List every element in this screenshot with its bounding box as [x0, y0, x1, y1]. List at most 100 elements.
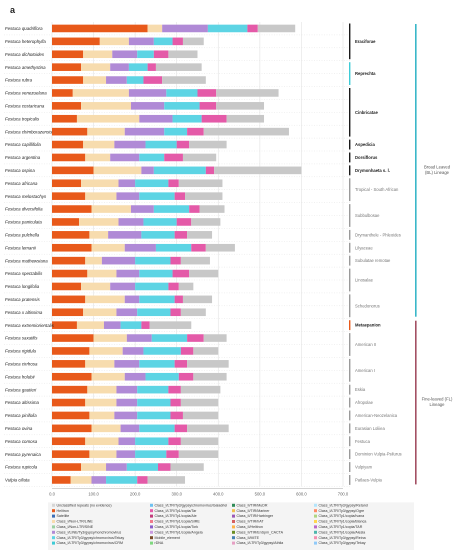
legend-swatch [150, 541, 153, 545]
bar-segment [187, 334, 204, 342]
clade-label: Dominion Vulpia-Psilurus [355, 452, 402, 457]
bar-segment [149, 321, 192, 329]
species-label: Festuca amethystina [5, 65, 46, 70]
bar-segment [52, 153, 86, 162]
bar-segment [83, 50, 113, 59]
clade-label: Eskia [355, 387, 366, 392]
bar-segment [101, 256, 136, 265]
clade-label: American I [355, 368, 375, 373]
x-tick-label: 0.0 [49, 491, 55, 496]
bar-segment [182, 295, 213, 304]
bar-segment [106, 76, 127, 84]
bar-segment [137, 476, 148, 484]
bar-segment [197, 89, 217, 97]
legend-swatch [314, 514, 317, 518]
legend-swatch [232, 525, 235, 529]
bar-segment [139, 360, 175, 368]
species-label: Festuca paniculata [5, 220, 42, 225]
species-label: Festuca africana [5, 181, 38, 186]
bar-segment [70, 476, 92, 484]
bar-segment [52, 308, 84, 317]
bar-segment [168, 50, 198, 59]
legend-label: Class_I/LTR/Ty3/gypsy/Reina [319, 536, 366, 540]
bar-segment [176, 140, 190, 149]
clade-label: Drymanthele - Phleoides [355, 232, 401, 237]
species-label: Festuca venezuelana [5, 91, 47, 96]
bar-segment [110, 282, 136, 291]
bar-segment [85, 256, 102, 265]
clade-label: Tropical - South African [355, 187, 399, 192]
species-label: Festuca quadriflora [5, 26, 43, 31]
bar-segment [141, 321, 150, 329]
bar-segment [182, 411, 219, 420]
bar-segment [128, 63, 148, 71]
bar-segment [207, 24, 248, 33]
legend-label: Class_II/TIR/EnSpm_CACTA [237, 530, 284, 534]
bar-segment [172, 269, 190, 278]
bar-row [52, 37, 204, 46]
bar-row [52, 308, 206, 317]
bar-segment [52, 218, 80, 226]
bar-segment [199, 205, 225, 213]
bar-segment [193, 347, 219, 355]
bar-segment [135, 282, 169, 291]
bar-segment [116, 308, 138, 317]
clade-label: Patlaes-Vulpia [355, 477, 383, 482]
bar-segment [139, 424, 175, 433]
bar-segment [203, 127, 289, 136]
clade-bracket [349, 204, 351, 227]
legend-label: Class_I/LINE/Ty3/gypsy/nonchromovirus [57, 530, 122, 534]
species-label: Festuca dichotoides [5, 52, 45, 57]
bar-segment [199, 102, 217, 110]
clade-label: Eurasian Loliiea [355, 426, 385, 431]
legend-swatch [314, 536, 317, 540]
legend-label: Class_I/LTR/Ty3/gypsy/Retand [319, 503, 368, 507]
legend-label: Class_I/LTR/Ty3/gypsy/chromovirus/Tekay [57, 536, 125, 540]
bar-segment [180, 347, 194, 355]
bar-segment [191, 218, 221, 226]
legend-label: Class_I/LTR/Ty1/copia/Bianca [319, 520, 367, 524]
clade-bracket [349, 475, 351, 485]
bar-segment [52, 127, 88, 136]
legend-swatch [314, 530, 317, 534]
bar-segment [81, 463, 107, 471]
bar-segment [158, 463, 171, 471]
bar-segment [141, 231, 175, 239]
bar-segment [52, 140, 84, 149]
bar-segment [174, 295, 183, 304]
legend-label: Unclassified repeats (no evidence) [57, 503, 112, 507]
bar-segment [103, 321, 121, 329]
legend-swatch [150, 536, 153, 540]
bar-segment [91, 476, 107, 484]
legend-swatch [232, 514, 235, 518]
bar-row [52, 243, 235, 252]
bar-segment [52, 321, 77, 329]
bar-segment [189, 269, 219, 278]
species-label: Festuca lemanii [5, 245, 37, 250]
species-label: Festuca melostachys [5, 194, 47, 199]
bar-segment [143, 218, 177, 226]
clade-bracket [349, 320, 351, 331]
x-tick-label: 500.0 [255, 491, 266, 496]
bar-segment [147, 24, 163, 33]
bar-segment [87, 385, 117, 394]
bar-segment [91, 372, 125, 381]
panel-label: a [10, 5, 16, 15]
bar-segment [122, 347, 144, 355]
bar-segment [153, 37, 173, 46]
legend-swatch [314, 525, 317, 529]
bar-segment [120, 321, 142, 329]
species-label: Vulpia ciliata [5, 478, 30, 483]
bar-segment [145, 140, 177, 149]
bar-segment [52, 476, 71, 484]
bar-segment [174, 360, 188, 368]
bar-segment [52, 192, 86, 200]
bar-segment [205, 166, 215, 175]
bar-segment [174, 231, 188, 239]
bar-row [52, 321, 192, 329]
bar-segment [52, 463, 82, 471]
legend-label: Class_I/LTR/Ty3/gypsy/Tekay [319, 541, 366, 545]
bar-row [52, 140, 227, 149]
clade-bracket [349, 294, 351, 318]
bar-segment [52, 243, 92, 252]
